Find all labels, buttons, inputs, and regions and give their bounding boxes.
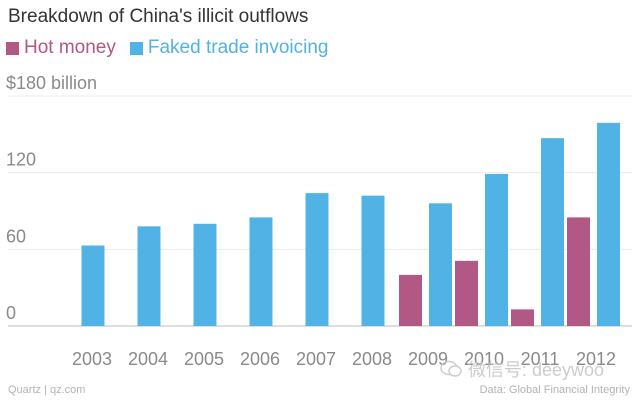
footer-source-right: Data: Global Financial Integrity (479, 384, 630, 396)
x-tick-label: 2007 (296, 349, 336, 369)
chart-title: Breakdown of China's illicit outflows (8, 6, 309, 27)
legend-item-faked-trade: Faked trade invoicing (129, 37, 329, 59)
x-tick-label: 2009 (408, 349, 448, 369)
legend-swatch-faked-trade (129, 41, 143, 55)
bar-faked-trade (305, 193, 329, 326)
footer-source-left: Quartz | qz.com (8, 384, 86, 396)
bar-faked-trade (137, 226, 161, 326)
x-tick-label: 2010 (464, 349, 504, 369)
x-tick-label: 2004 (128, 349, 168, 369)
x-tick-label: 2006 (240, 349, 280, 369)
y-tick-label: 60 (6, 226, 26, 246)
wechat-icon (440, 360, 462, 377)
legend: Hot money Faked trade invoicing (6, 37, 328, 59)
bar-faked-trade (597, 122, 620, 326)
y-tick-label: $180 billion (6, 73, 97, 93)
bar-faked-trade (81, 245, 105, 326)
legend-swatch-hot-money (6, 41, 19, 55)
x-tick-label: 2008 (352, 349, 392, 369)
legend-label-hot-money: Hot money (24, 37, 116, 58)
legend-label-faked-trade: Faked trade invoicing (147, 37, 329, 58)
y-tick-label: 120 (6, 150, 36, 170)
bar-hot-money (567, 217, 590, 326)
watermark-text: 微信号: deeywoo (467, 360, 604, 380)
watermark: 微信号: deeywoo (440, 356, 604, 382)
y-tick-label: 0 (6, 303, 16, 323)
legend-item-hot-money: Hot money (6, 37, 116, 59)
bar-faked-trade (361, 195, 385, 326)
bar-faked-trade (541, 138, 564, 326)
bar-faked-trade (249, 217, 273, 326)
bar-faked-trade (193, 223, 217, 326)
x-tick-label: 2012 (576, 349, 616, 369)
bar-hot-money (511, 309, 534, 326)
x-tick-label: 2003 (72, 349, 112, 369)
bar-hot-money (399, 274, 422, 326)
bar-faked-trade (429, 203, 452, 326)
x-tick-label: 2011 (521, 349, 560, 369)
bar-hot-money (455, 260, 478, 326)
x-tick-label: 2005 (184, 349, 224, 369)
bar-faked-trade (485, 173, 508, 326)
